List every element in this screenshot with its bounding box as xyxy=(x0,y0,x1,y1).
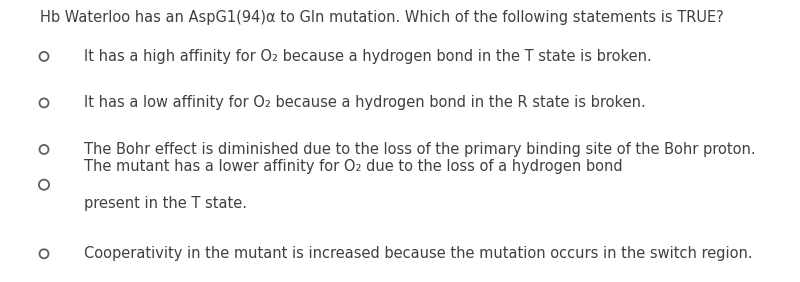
Text: Cooperativity in the mutant is increased because the mutation occurs in the swit: Cooperativity in the mutant is increased… xyxy=(84,246,753,261)
Text: Hb Waterloo has an AspG1(94)α to Gln mutation. Which of the following statements: Hb Waterloo has an AspG1(94)α to Gln mut… xyxy=(40,10,724,25)
Text: present in the T state.: present in the T state. xyxy=(84,195,247,211)
Text: The Bohr effect is diminished due to the loss of the primary binding site of the: The Bohr effect is diminished due to the… xyxy=(84,142,756,157)
Text: It has a high affinity for O₂ because a hydrogen bond in the T state is broken.: It has a high affinity for O₂ because a … xyxy=(84,49,652,64)
Text: The mutant has a lower affinity for O₂ due to the loss of a hydrogen bond: The mutant has a lower affinity for O₂ d… xyxy=(84,159,622,174)
Text: It has a low affinity for O₂ because a hydrogen bond in the R state is broken.: It has a low affinity for O₂ because a h… xyxy=(84,95,646,111)
